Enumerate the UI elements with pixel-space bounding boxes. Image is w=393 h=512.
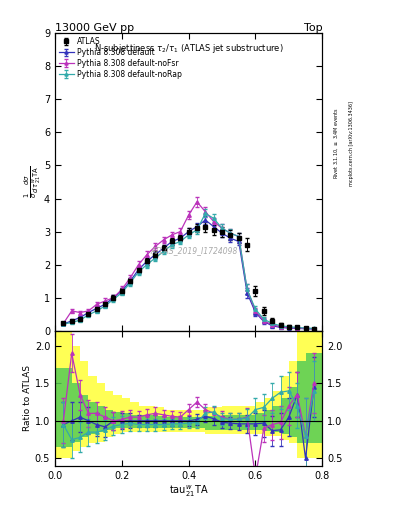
Text: N-subjettiness $\tau_2/\tau_1$ (ATLAS jet substructure): N-subjettiness $\tau_2/\tau_1$ (ATLAS je…	[94, 42, 283, 55]
Text: ATLAS_2019_I1724098: ATLAS_2019_I1724098	[150, 246, 238, 255]
Text: Top: Top	[304, 23, 322, 32]
Y-axis label: Ratio to ATLAS: Ratio to ATLAS	[23, 366, 32, 431]
Text: 13000 GeV pp: 13000 GeV pp	[55, 23, 134, 32]
X-axis label: $\mathrm{tau}_{21}^{w}\mathrm{TA}$: $\mathrm{tau}_{21}^{w}\mathrm{TA}$	[169, 483, 208, 499]
Text: Rivet 3.1.10, $\geq$ 3.4M events: Rivet 3.1.10, $\geq$ 3.4M events	[332, 108, 340, 179]
Y-axis label: $\frac{1}{\sigma}\frac{d\sigma}{d\,\tau_{21}^{w}\mathrm{TA}}$: $\frac{1}{\sigma}\frac{d\sigma}{d\,\tau_…	[22, 166, 42, 198]
Text: mcplots.cern.ch [arXiv:1306.3436]: mcplots.cern.ch [arXiv:1306.3436]	[349, 101, 354, 186]
Legend: ATLAS, Pythia 8.308 default, Pythia 8.308 default-noFsr, Pythia 8.308 default-no: ATLAS, Pythia 8.308 default, Pythia 8.30…	[57, 35, 184, 80]
